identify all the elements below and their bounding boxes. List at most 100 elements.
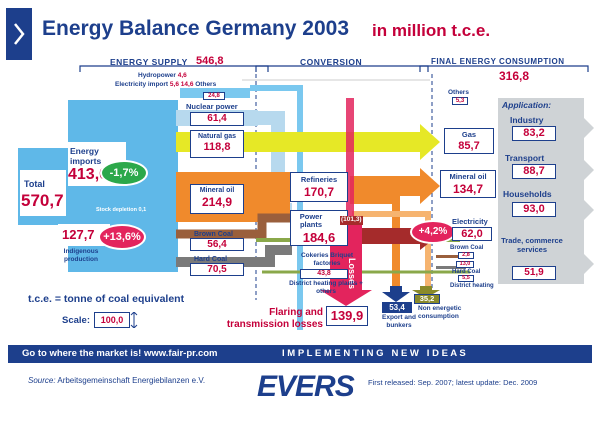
energy-supply-heading: ENERGY SUPPLY <box>110 57 188 67</box>
transport-value-box: 88,7 <box>512 164 556 179</box>
app-arrow-industry <box>584 118 594 138</box>
final-electricity-value-box: 62,0 <box>452 227 492 241</box>
brown-coal-label: Brown Coal <box>194 231 233 238</box>
district-value-box: 43,8 <box>300 269 348 279</box>
final-oil-value: 134,7 <box>452 182 484 196</box>
brown-coal-value-box: 56,4 <box>190 238 244 251</box>
gas-supply-label: Natural gas <box>197 133 237 140</box>
total-value: 570,7 <box>21 191 64 210</box>
total-box <box>20 170 66 216</box>
final-gas-label: Gas <box>461 130 477 139</box>
scale-bar-icon <box>130 312 138 328</box>
conversion-heading: CONVERSION <box>300 57 363 67</box>
stock-depletion-label: Stock depletion 0,1 <box>96 207 147 213</box>
final-oil-label: Mineral oil <box>449 172 487 181</box>
power-loss-value: (101,3) <box>340 216 363 225</box>
final-hard-label: Hard Coal <box>452 269 481 275</box>
hard-coal-label: Hard Coal <box>194 256 228 263</box>
electricity-change-badge: +4,2% <box>410 220 456 244</box>
households-value-box: 93,0 <box>512 202 556 217</box>
page-title-unit: in million t.c.e. <box>372 21 491 40</box>
gas-supply-value: 118,8 <box>203 141 231 153</box>
final-district-value-box: 13,0 <box>456 261 474 268</box>
hard-final-flow <box>436 266 466 269</box>
trade-value-box: 51,9 <box>512 266 556 280</box>
export-arrow <box>382 286 410 302</box>
final-consumption-value: 316,8 <box>499 69 530 83</box>
footer-website-link[interactable]: Go to where the market is! www.fair-pr.c… <box>22 348 218 359</box>
power-plants-value: 184,6 <box>302 230 336 245</box>
final-brown-value-box: 2,8 <box>458 252 474 259</box>
oil-supply-value: 214,9 <box>201 195 233 209</box>
app-arrow-households <box>584 200 594 220</box>
nonenergetic-value-box: 35,2 <box>414 294 440 304</box>
oil-supply-label: Mineral oil <box>199 187 235 194</box>
final-brown-label: Brown Coal <box>450 245 484 251</box>
final-others-label: Others <box>448 89 469 96</box>
trade-label: Trade, commerce services <box>501 236 563 254</box>
total-label: Total <box>24 179 45 189</box>
energy-supply-value: 546,8 <box>196 55 224 67</box>
industry-label: Industry <box>510 115 544 125</box>
scale-label: Scale: <box>62 315 90 326</box>
source-label: Source: <box>28 376 56 385</box>
final-others-value-box: 5,3 <box>452 97 468 105</box>
oil-supply-box: Mineral oil 214,9 <box>190 184 244 214</box>
nuclear-value-box: 61,4 <box>190 112 244 126</box>
hydropower-label: Hydropower 4,6 <box>138 72 187 79</box>
final-gas-value: 85,7 <box>458 140 480 152</box>
app-arrow-transport <box>584 160 594 180</box>
header-arrow-box[interactable] <box>6 8 32 60</box>
final-electricity-label: Electricity <box>452 217 488 226</box>
households-label: Households <box>503 189 552 199</box>
source-text: Arbeitsgemeinschaft Energiebilanzen e.V. <box>57 376 206 385</box>
energy-imports-value: 413,0 <box>68 166 109 183</box>
industry-value-box: 83,2 <box>512 126 556 141</box>
nonenergetic-arrow <box>412 286 440 298</box>
imports-change-badge: -1,7% <box>100 160 148 186</box>
transport-label: Transport <box>505 153 545 163</box>
gas-supply-box: Natural gas 118,8 <box>190 130 244 158</box>
indigenous-box <box>58 224 110 246</box>
final-oil-box: Mineral oil 134,7 <box>440 170 496 198</box>
source-line: Source: Arbeitsgemeinschaft Energiebilan… <box>28 377 205 385</box>
power-plants-box: Power plants 184,6 <box>290 210 348 246</box>
brown-coal-flow <box>176 213 292 239</box>
final-district-label: District heating <box>450 283 494 289</box>
footer-banner <box>8 345 592 363</box>
chevron-right-icon <box>14 23 25 45</box>
supply-bracket <box>79 65 269 72</box>
cokeries-label: Cokeries Briquet factories <box>300 252 354 267</box>
final-hard-value-box: 5,5 <box>458 275 474 282</box>
others-top-loop <box>250 85 303 330</box>
oil-nonenergetic <box>352 211 431 286</box>
export-label: Export and bunkers <box>382 314 416 329</box>
energy-imports-label: Energy imports <box>70 146 102 166</box>
application-title: Application: <box>502 100 552 110</box>
refineries-label: Refineries <box>300 175 338 184</box>
final-gas-box: Gas 85,7 <box>444 128 494 154</box>
district-plants-label: District heating plants + others <box>289 280 363 295</box>
indigenous-value: 127,7 <box>62 227 95 242</box>
oil-export <box>350 196 400 286</box>
release-info: First released: Sep. 2007; latest update… <box>368 378 538 387</box>
flaring-label: Flaring and transmission losses <box>226 307 323 330</box>
conversion-bracket <box>255 65 429 72</box>
app-arrow-trade <box>584 254 594 274</box>
power-plants-label: Power plants <box>299 212 323 229</box>
flaring-value-box: 139,9 <box>326 306 368 326</box>
indigenous-label: Indigenous production <box>63 248 99 263</box>
evers-logo: EVERS <box>257 370 355 403</box>
nuclear-label: Nuclear power <box>186 102 238 111</box>
export-value-box: 53,4 <box>382 302 412 313</box>
indigenous-change-badge: +13,6% <box>98 224 146 250</box>
electricity-import-label: Electricity import 5,6 14,6 Others <box>115 81 217 88</box>
supply-others-box: 24,8 <box>203 92 225 100</box>
final-bracket <box>419 65 589 72</box>
power-loss-stripe <box>346 98 354 218</box>
page-title: Energy Balance Germany 2003 <box>42 17 350 40</box>
losses-vertical-small: Losses <box>353 108 359 127</box>
hard-coal-value-box: 70,5 <box>190 263 244 276</box>
brown-final-flow <box>436 255 466 258</box>
